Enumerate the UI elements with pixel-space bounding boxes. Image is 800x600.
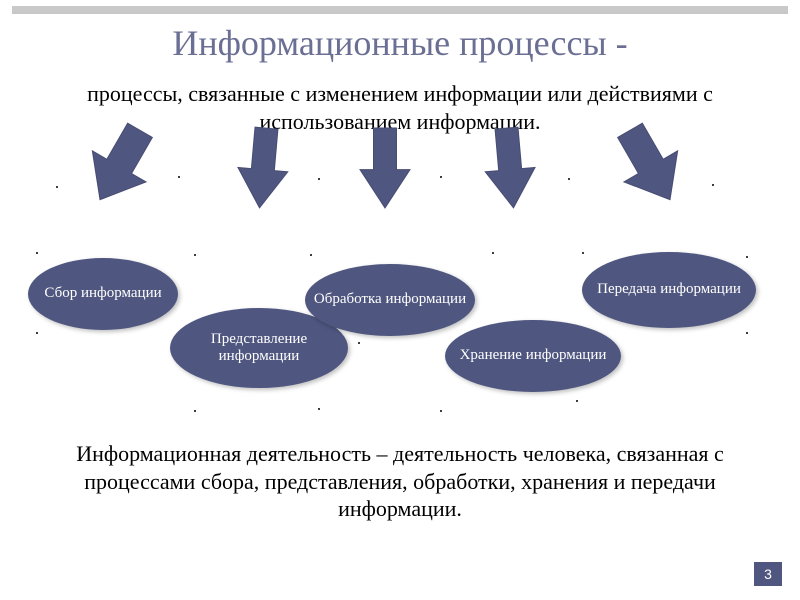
marker-dot bbox=[194, 254, 196, 256]
process-node: Сбор информации bbox=[28, 258, 178, 330]
marker-dot bbox=[194, 410, 196, 412]
marker-dot bbox=[746, 332, 748, 334]
arrow-down-icon bbox=[235, 126, 292, 210]
process-node: Хранение информации bbox=[445, 320, 621, 392]
marker-dot bbox=[36, 252, 38, 254]
slide-footer: Информационная деятельность – деятельнос… bbox=[30, 440, 770, 523]
arrow-down-icon bbox=[360, 128, 410, 208]
marker-dot bbox=[358, 342, 360, 344]
marker-dot bbox=[576, 400, 578, 402]
marker-dot bbox=[56, 186, 58, 188]
page-number: 3 bbox=[754, 562, 782, 586]
marker-dot bbox=[582, 252, 584, 254]
marker-dot bbox=[440, 410, 442, 412]
marker-dot bbox=[492, 252, 494, 254]
marker-dot bbox=[568, 178, 570, 180]
marker-dot bbox=[318, 178, 320, 180]
marker-dot bbox=[712, 184, 714, 186]
top-divider bbox=[12, 6, 788, 14]
marker-dot bbox=[318, 408, 320, 410]
marker-dot bbox=[36, 332, 38, 334]
process-node: Передача информации bbox=[582, 252, 756, 328]
marker-dot bbox=[746, 256, 748, 258]
arrow-down-icon bbox=[482, 126, 539, 210]
marker-dot bbox=[440, 176, 442, 178]
marker-dot bbox=[310, 254, 312, 256]
marker-dot bbox=[178, 176, 180, 178]
slide-subtitle: процессы, связанные с изменением информа… bbox=[30, 80, 770, 135]
process-node: Обработка информации bbox=[305, 264, 475, 336]
slide-title: Информационные процессы - bbox=[0, 22, 800, 64]
